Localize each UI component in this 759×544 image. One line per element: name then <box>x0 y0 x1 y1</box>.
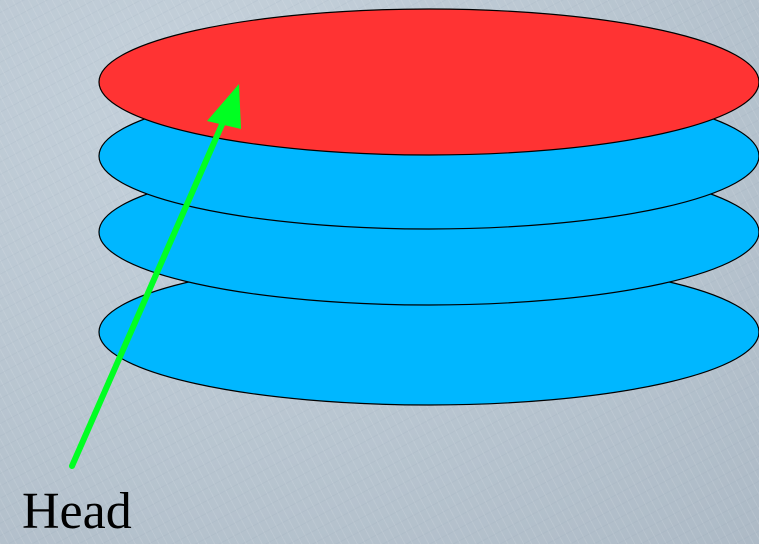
head-arrow-tip <box>207 84 241 129</box>
head-arrow-shaft <box>69 101 234 469</box>
head-label: Head <box>22 483 132 540</box>
disk-head-platter <box>98 8 759 156</box>
